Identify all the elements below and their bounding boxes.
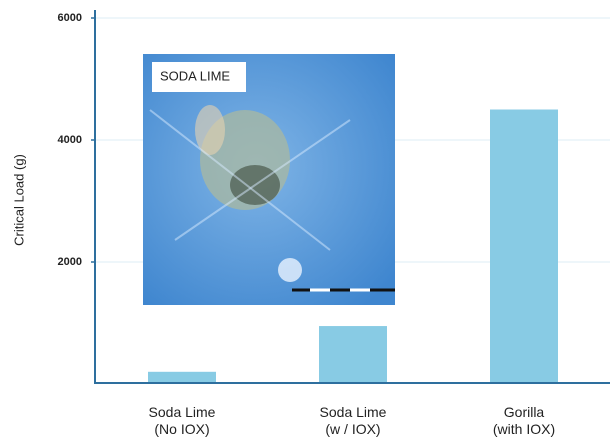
x-tick-label: Soda Lime (w / IOX) (319, 404, 387, 437)
y-tick-label: 4000 (58, 134, 82, 146)
x-tick-label: Gorilla (with IOX) (492, 404, 556, 437)
bar (148, 371, 216, 384)
inset-image (143, 54, 395, 305)
y-tick-label: 2000 (58, 256, 82, 268)
y-tick-label: 6000 (58, 12, 82, 24)
inset-label: SODA LIME (160, 68, 230, 83)
bar (319, 326, 387, 384)
x-tick-label: Soda Lime (No IOX) (148, 404, 216, 437)
y-axis-label: Critical Load (g) (11, 154, 26, 246)
bar (490, 109, 558, 384)
